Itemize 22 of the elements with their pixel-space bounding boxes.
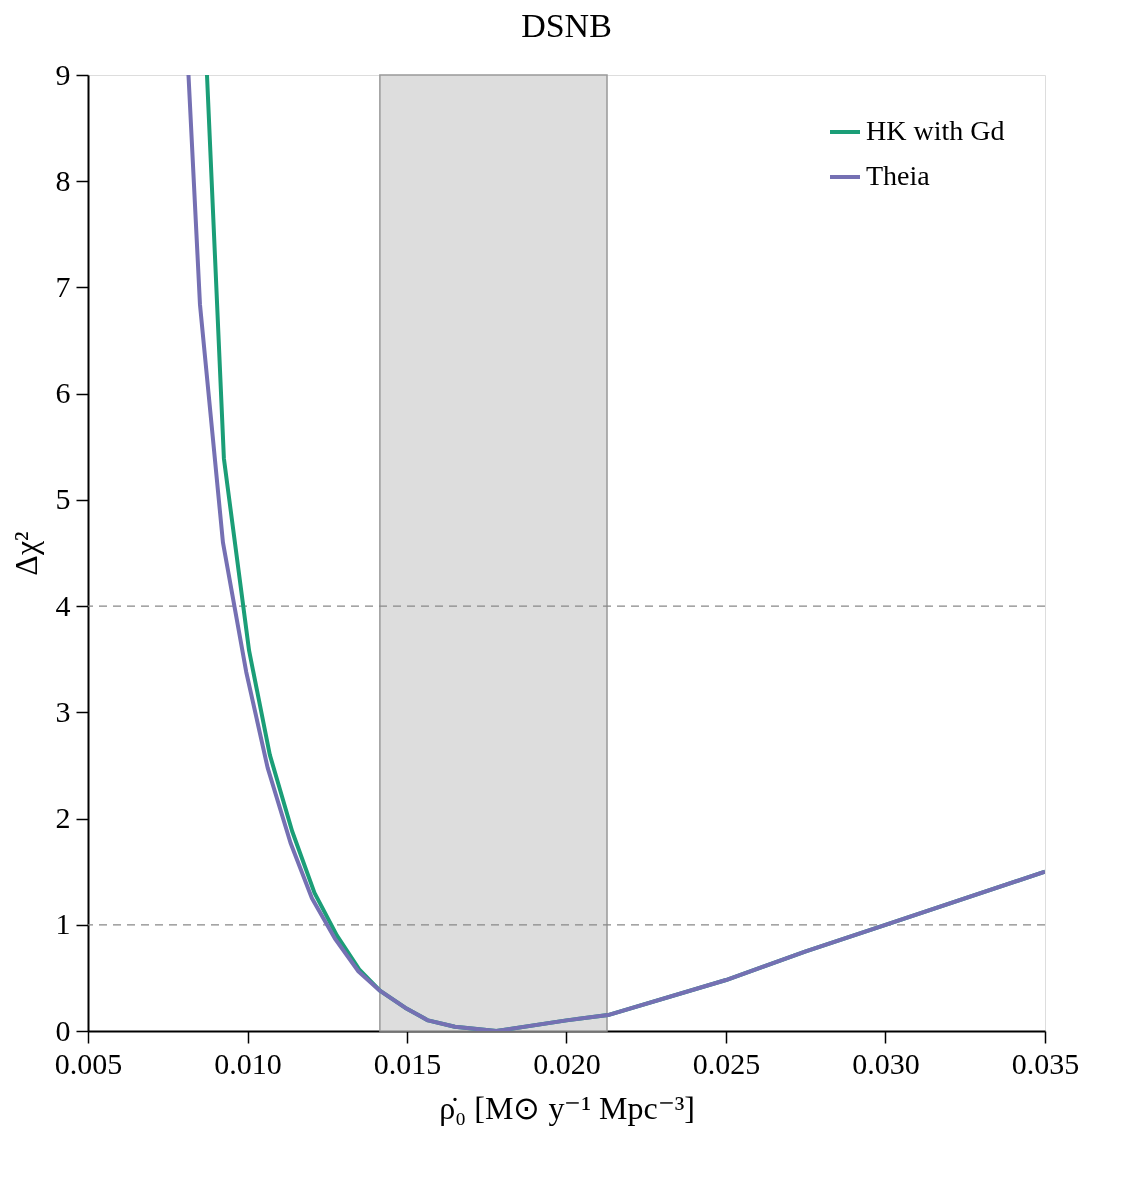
y-tick-label: 3: [55, 694, 71, 728]
legend-label: Theia: [866, 160, 931, 191]
y-tick-label: 0: [55, 1013, 71, 1047]
y-tick-label: 5: [55, 482, 71, 516]
y-tick-label: 4: [55, 588, 71, 622]
y-tick-label: 1: [55, 907, 71, 941]
x-tick-label: 0.010: [214, 1046, 282, 1080]
y-tick-label: 2: [55, 801, 71, 835]
x-tick-label: 0.015: [373, 1046, 442, 1080]
y-tick-label: 8: [55, 163, 71, 197]
legend-label: HK with Gd: [866, 115, 1005, 146]
x-tick-label: 0.020: [533, 1046, 601, 1080]
y-tick-label: 6: [55, 376, 71, 410]
y-tick-label: 7: [55, 269, 71, 303]
x-tick-label: 0.030: [852, 1046, 920, 1080]
y-tick-label: 9: [55, 57, 71, 91]
x-axis-title: ρ̇₀ [M⊙ y⁻¹ Mpc⁻³]: [439, 1089, 695, 1126]
x-tick-label: 0.025: [692, 1046, 761, 1080]
x-tick-label: 0.005: [54, 1046, 123, 1080]
x-tick-label: 0.035: [1011, 1046, 1080, 1080]
y-axis-title: Δχ²: [7, 531, 44, 576]
chart-title: DSNB: [521, 7, 612, 44]
